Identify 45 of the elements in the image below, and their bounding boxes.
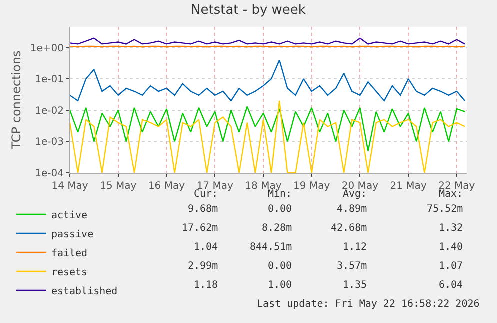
text: 0.00 (268, 261, 292, 272)
text: Min: (268, 189, 292, 200)
text: 1.18 (194, 280, 218, 291)
x-tick-label: 16 May (148, 181, 186, 192)
legend-label: passive (51, 229, 94, 240)
y-tick-label: 1e-02 (35, 106, 64, 117)
text: 1.07 (439, 261, 464, 272)
text: Max: (439, 189, 464, 200)
x-tick-label: 18 May (245, 181, 282, 192)
legend-label: established (51, 286, 118, 298)
line-series (70, 106, 466, 152)
x-tick-label: 19 May (294, 181, 330, 192)
x-tick-label: 21 May (390, 181, 427, 192)
text: 1.04 (194, 242, 218, 253)
x-tick-label: 15 May (100, 181, 137, 192)
y-tick-label: 1e-03 (35, 137, 64, 148)
text: 2.99m (188, 261, 218, 272)
text: 1.40 (439, 242, 464, 253)
text: 17.62m (182, 223, 218, 234)
text: 75.52m (427, 204, 464, 215)
text: 4.89m (337, 204, 368, 215)
text: Avg: (343, 189, 368, 200)
y-tick-label: 1e+00 (30, 43, 64, 54)
legend-label: failed (51, 248, 88, 260)
legend-label: active (51, 210, 88, 222)
y-tick-label: 1e-01 (35, 74, 64, 86)
text: 0.00 (268, 204, 292, 215)
text: 9.68m (188, 204, 218, 215)
text: Last update: Fri May 22 16:58:22 2026 (257, 299, 480, 310)
line-series (70, 60, 466, 102)
chart-title: Netstat - by week (191, 3, 306, 18)
x-tick-label: 14 May (52, 181, 88, 192)
text: 1.32 (439, 223, 464, 234)
text: 1.00 (268, 280, 292, 291)
text: 3.57m (337, 261, 368, 272)
legend-label: resets (51, 267, 88, 278)
text: Cur: (194, 189, 218, 200)
text: 1.12 (343, 242, 368, 253)
text: 6.04 (439, 280, 464, 291)
text: 844.51m (250, 242, 292, 253)
text: 8.28m (262, 223, 292, 234)
y-tick-label: 1e-04 (35, 168, 64, 180)
text: 42.68m (331, 223, 368, 234)
text: 1.35 (343, 280, 368, 291)
y-axis-title: TCP connections (10, 50, 24, 150)
